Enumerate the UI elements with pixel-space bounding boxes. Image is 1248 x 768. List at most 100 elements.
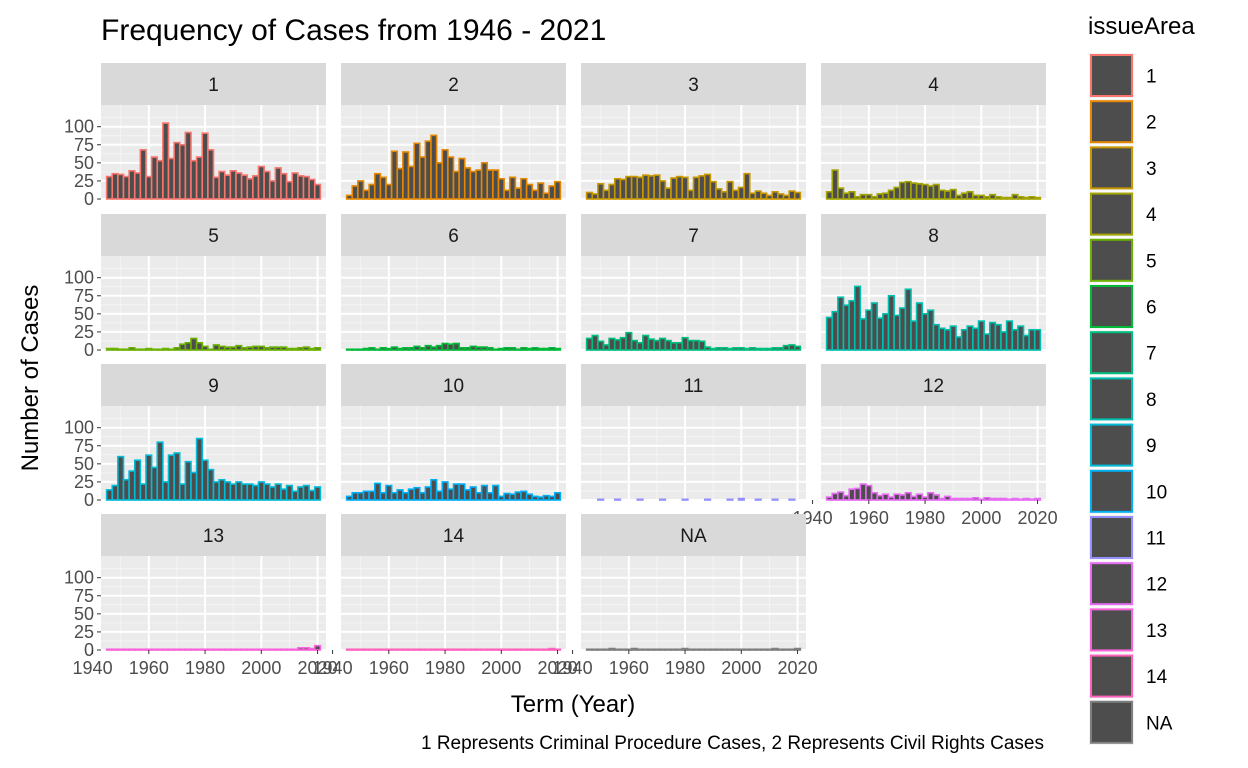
bar — [492, 648, 500, 651]
bar — [291, 648, 299, 651]
bar — [636, 341, 644, 351]
bar — [480, 484, 489, 501]
facet-strip — [341, 364, 566, 406]
bar — [418, 491, 427, 501]
bar — [966, 190, 974, 200]
bar — [949, 325, 957, 351]
legend-item-11: 11 — [1089, 515, 1166, 560]
bar — [229, 170, 237, 200]
bar — [207, 648, 215, 651]
bar — [760, 648, 768, 651]
bar — [413, 486, 421, 501]
bar — [313, 644, 322, 651]
bar — [1017, 498, 1025, 501]
bar — [308, 647, 316, 651]
bar — [882, 493, 890, 501]
legend-item-6: 6 — [1089, 284, 1157, 329]
bar — [585, 191, 594, 200]
facet-strip — [341, 214, 566, 256]
bar — [105, 347, 114, 351]
bar — [285, 484, 294, 501]
y-tick-label: 100 — [64, 268, 94, 288]
bar — [280, 648, 288, 651]
bar — [503, 347, 511, 351]
bar — [943, 495, 952, 501]
legend-item-13: 13 — [1089, 607, 1167, 653]
x-tick-label: 1940 — [73, 658, 113, 678]
bar — [133, 172, 142, 200]
bar — [235, 648, 243, 651]
bar — [520, 490, 528, 501]
bar — [853, 196, 862, 200]
bar — [430, 478, 438, 501]
bar — [837, 491, 845, 501]
bar — [698, 340, 706, 351]
bar — [274, 483, 282, 501]
bar — [988, 193, 997, 200]
bar — [938, 189, 946, 200]
bar — [876, 193, 884, 200]
x-tick-label: 1960 — [369, 658, 409, 678]
bar — [252, 648, 260, 651]
bar — [837, 296, 845, 351]
bar — [983, 333, 991, 351]
facet-panel-4: 4 — [811, 63, 1046, 200]
bar — [379, 176, 387, 200]
bar — [848, 300, 856, 351]
bar — [613, 177, 622, 200]
bar — [608, 183, 616, 200]
bar — [602, 648, 610, 651]
bar — [1033, 497, 1042, 501]
bar — [463, 347, 472, 351]
bar — [960, 328, 969, 351]
legend-item-12: 12 — [1089, 561, 1167, 607]
bar — [297, 486, 305, 501]
y-tick-label: 0 — [84, 340, 94, 360]
legend-key-swatch — [1090, 146, 1133, 190]
y-axis-title: Number of Cases — [17, 285, 44, 472]
bar — [966, 325, 974, 351]
bar — [351, 185, 359, 200]
bar — [195, 341, 204, 351]
bar — [268, 346, 277, 351]
legend-label: 8 — [1146, 390, 1157, 411]
bar — [263, 170, 271, 200]
panel-background — [581, 406, 806, 500]
bar — [653, 174, 661, 200]
bar — [373, 482, 382, 501]
bar — [831, 169, 839, 200]
bar — [212, 648, 220, 651]
facet-panel-2: 2 — [331, 63, 566, 200]
bar — [508, 176, 517, 200]
bar — [396, 167, 404, 200]
legend-item-3: 3 — [1089, 145, 1157, 191]
bar — [955, 336, 963, 351]
panel-background — [341, 556, 566, 650]
bar — [831, 492, 839, 501]
bar — [1022, 196, 1030, 200]
x-tick-label: 2020 — [778, 658, 818, 678]
bar — [184, 460, 192, 501]
bar — [173, 141, 181, 200]
bar — [531, 648, 539, 651]
bar — [537, 648, 545, 651]
bar — [542, 494, 550, 501]
bar — [257, 481, 265, 501]
bar — [591, 193, 599, 200]
bar — [167, 454, 175, 501]
bar — [285, 648, 294, 651]
bar — [223, 346, 232, 351]
bar — [865, 484, 873, 501]
bar — [418, 347, 427, 351]
bar — [122, 348, 130, 351]
bar — [619, 178, 627, 200]
facet-strip — [341, 514, 566, 556]
bar — [503, 648, 511, 651]
bar — [424, 140, 432, 200]
bar — [133, 648, 142, 651]
bar — [553, 180, 562, 200]
bar — [201, 648, 209, 651]
